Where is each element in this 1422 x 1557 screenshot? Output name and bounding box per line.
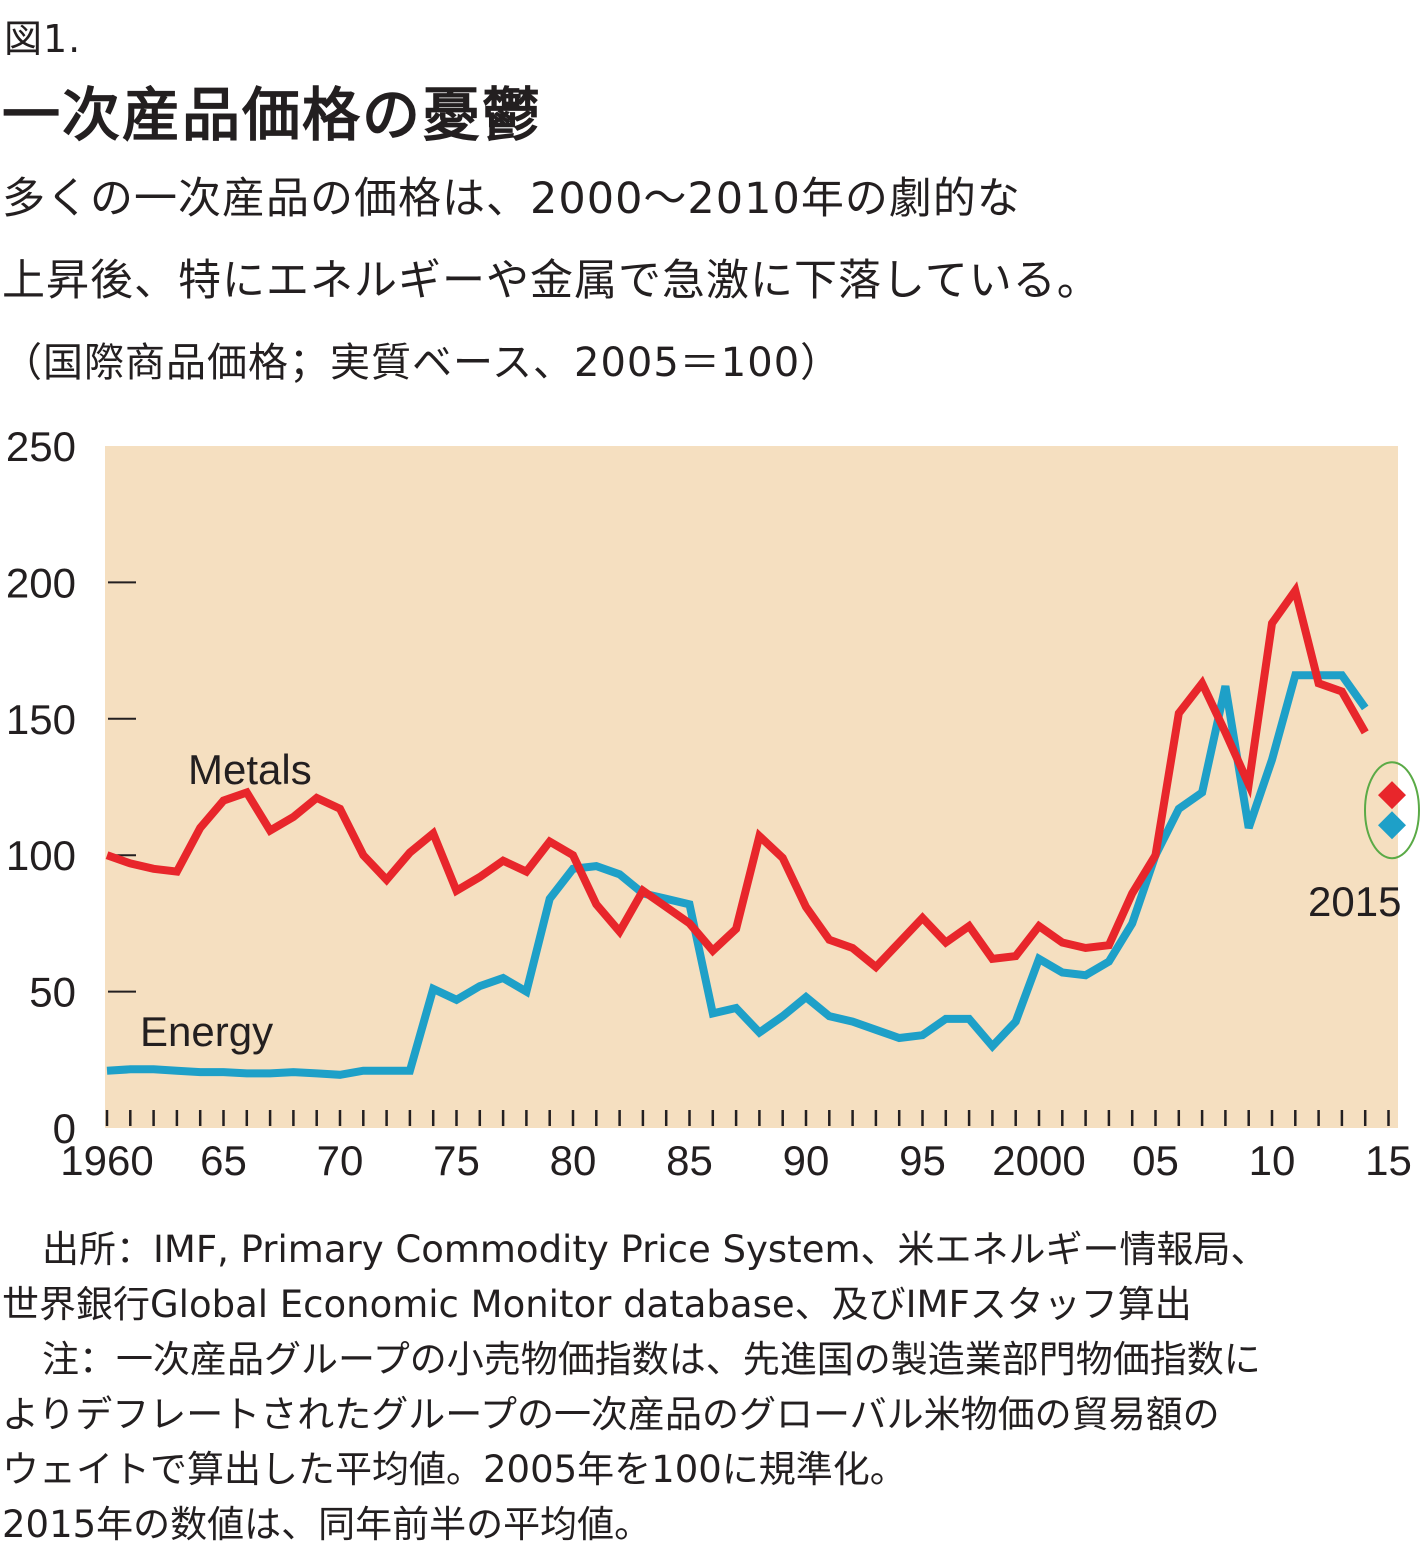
x-tick-label-2000: 2000 — [992, 1137, 1085, 1184]
y-tick-label-0: 0 — [53, 1105, 76, 1152]
marker-2015-label: 2015 — [1308, 878, 1401, 925]
note-line-1: 注：一次産品グループの小売物価指数は、先進国の製造業部門物価指数に — [42, 1338, 1261, 1381]
y-tick-label-100: 100 — [6, 832, 76, 879]
series-label-energy: Energy — [140, 1008, 273, 1055]
y-tick-label-50: 50 — [29, 969, 76, 1016]
y-tick-label-150: 150 — [6, 696, 76, 743]
line-chart: 0 50 100 150 200 250 1960 65 70 75 80 85 90 95 2000 05… — [6, 423, 1420, 1184]
plot-area — [105, 446, 1398, 1128]
series-layer — [105, 581, 1369, 1079]
note-line-3: ウェイトで算出した平均値。2005年を100に規準化。 — [2, 1448, 907, 1491]
subtitle-line-2: 上昇後、特にエネルギーや金属で急激に下落している。 — [2, 256, 1101, 306]
marker-2015-metals — [1378, 781, 1406, 810]
source-line-1: 出所：IMF, Primary Commodity Price System、米… — [42, 1228, 1268, 1271]
figure-label: 図1. — [4, 17, 82, 61]
x-tick-label-90: 90 — [783, 1137, 830, 1184]
marker-2015-energy — [1378, 811, 1406, 840]
chart-subtitle: 多くの一次産品の価格は、2000〜2010年の劇的な 上昇後、特にエネルギーや金… — [2, 158, 1402, 322]
x-tick-label-1960: 1960 — [60, 1137, 153, 1184]
x-tick-label-10: 10 — [1249, 1137, 1296, 1184]
marker-2015-highlight — [1364, 761, 1420, 860]
y-axis: 0 50 100 150 200 250 — [6, 423, 136, 1152]
x-tick-label-95: 95 — [899, 1137, 946, 1184]
marker-2015-group — [1364, 761, 1420, 860]
y-tick-label-200: 200 — [6, 559, 76, 606]
footnotes: 出所：IMF, Primary Commodity Price System、米… — [2, 1222, 1422, 1552]
note-line-4: 2015年の数値は、同年前半の平均値。 — [2, 1503, 652, 1546]
x-tick-label-75: 75 — [433, 1137, 480, 1184]
x-tick-label-15: 15 — [1365, 1137, 1412, 1184]
chart-title: 一次産品価格の憂鬱 — [2, 81, 543, 149]
x-tick-label-65: 65 — [200, 1137, 247, 1184]
y-tick-label-250: 250 — [6, 423, 76, 470]
source-line-2: 世界銀行Global Economic Monitor database、及びI… — [2, 1283, 1192, 1326]
series-line-metals — [105, 581, 1369, 973]
note-line-2: よりデフレートされたグループの一次産品のグローバル米物価の貿易額の — [2, 1393, 1220, 1436]
subtitle-line-1: 多くの一次産品の価格は、2000〜2010年の劇的な — [2, 174, 1021, 224]
unit-note: （国際商品価格；実質ベース、2005＝100） — [2, 340, 842, 386]
x-axis: 1960 65 70 75 80 85 90 95 2000 05 10 15 — [60, 1110, 1412, 1184]
series-label-metals: Metals — [188, 746, 312, 793]
x-tick-label-70: 70 — [317, 1137, 364, 1184]
x-tick-label-85: 85 — [666, 1137, 713, 1184]
x-tick-label-05: 05 — [1132, 1137, 1179, 1184]
x-tick-label-80: 80 — [550, 1137, 597, 1184]
